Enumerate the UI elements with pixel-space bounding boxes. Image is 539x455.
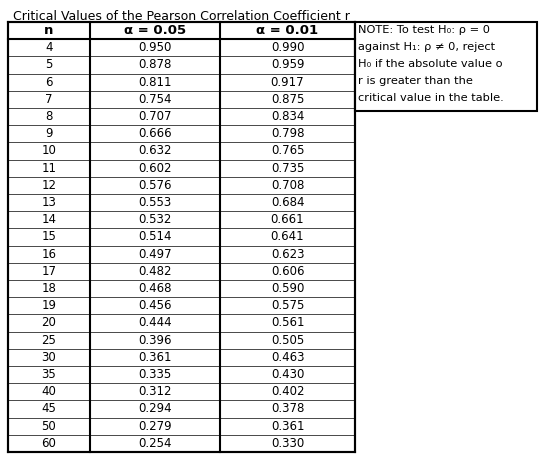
Text: 0.430: 0.430 [271, 368, 304, 381]
Text: 15: 15 [42, 231, 57, 243]
Text: 30: 30 [42, 351, 57, 364]
Text: 0.456: 0.456 [138, 299, 172, 312]
Text: 0.590: 0.590 [271, 282, 304, 295]
Text: n: n [44, 24, 54, 37]
Text: 4: 4 [45, 41, 53, 54]
Text: 0.330: 0.330 [271, 437, 304, 450]
Text: 0.463: 0.463 [271, 351, 304, 364]
Text: 35: 35 [42, 368, 57, 381]
Text: 6: 6 [45, 76, 53, 89]
Text: 16: 16 [42, 248, 57, 261]
Text: 0.606: 0.606 [271, 265, 304, 278]
Text: 25: 25 [42, 334, 57, 347]
Text: 0.378: 0.378 [271, 403, 304, 415]
Text: 10: 10 [42, 145, 57, 157]
Bar [8, 22, 355, 452]
Text: 0.482: 0.482 [138, 265, 172, 278]
Text: 20: 20 [42, 317, 57, 329]
Text: 0.666: 0.666 [138, 127, 172, 140]
Text: Critical Values of the Pearson Correlation Coefficient r: Critical Values of the Pearson Correlati… [13, 10, 350, 23]
Text: 0.623: 0.623 [271, 248, 304, 261]
Text: 0.878: 0.878 [139, 59, 172, 71]
Text: 0.497: 0.497 [138, 248, 172, 261]
Text: 0.553: 0.553 [139, 196, 171, 209]
Text: 0.335: 0.335 [139, 368, 171, 381]
Text: 14: 14 [42, 213, 57, 226]
Text: 0.402: 0.402 [271, 385, 304, 398]
Text: 7: 7 [45, 93, 53, 106]
Text: 0.468: 0.468 [138, 282, 172, 295]
Text: 0.294: 0.294 [138, 403, 172, 415]
Text: 40: 40 [42, 385, 57, 398]
Text: 0.811: 0.811 [138, 76, 172, 89]
Text: 0.361: 0.361 [271, 420, 304, 433]
Text: 0.632: 0.632 [138, 145, 172, 157]
Text: 17: 17 [42, 265, 57, 278]
Text: 0.684: 0.684 [271, 196, 304, 209]
Text: 19: 19 [42, 299, 57, 312]
Text: against H₁: ρ ≠ 0, reject: against H₁: ρ ≠ 0, reject [358, 42, 495, 52]
Text: 0.641: 0.641 [271, 231, 305, 243]
Text: 18: 18 [42, 282, 57, 295]
Text: 0.754: 0.754 [138, 93, 172, 106]
Text: 0.561: 0.561 [271, 317, 304, 329]
Text: α = 0.01: α = 0.01 [257, 24, 319, 37]
Text: 0.312: 0.312 [138, 385, 172, 398]
Text: 0.735: 0.735 [271, 162, 304, 175]
Text: 45: 45 [42, 403, 57, 415]
Text: 0.279: 0.279 [138, 420, 172, 433]
Text: 0.990: 0.990 [271, 41, 304, 54]
Text: r is greater than the: r is greater than the [358, 76, 473, 86]
Text: 0.602: 0.602 [138, 162, 172, 175]
Text: 0.798: 0.798 [271, 127, 304, 140]
Text: 60: 60 [42, 437, 57, 450]
Text: α = 0.05: α = 0.05 [124, 24, 186, 37]
Text: 0.959: 0.959 [271, 59, 304, 71]
Text: 0.708: 0.708 [271, 179, 304, 192]
Text: NOTE: To test H₀: ρ = 0: NOTE: To test H₀: ρ = 0 [358, 25, 490, 35]
Text: 50: 50 [42, 420, 57, 433]
Text: 0.254: 0.254 [138, 437, 172, 450]
Text: 0.444: 0.444 [138, 317, 172, 329]
Text: 13: 13 [42, 196, 57, 209]
Bar [355, 22, 537, 111]
Text: 0.576: 0.576 [138, 179, 172, 192]
Text: 0.707: 0.707 [138, 110, 172, 123]
Text: 0.765: 0.765 [271, 145, 304, 157]
Text: 0.575: 0.575 [271, 299, 304, 312]
Text: 0.834: 0.834 [271, 110, 304, 123]
Text: 12: 12 [42, 179, 57, 192]
Text: 8: 8 [45, 110, 53, 123]
Text: 0.917: 0.917 [271, 76, 305, 89]
Text: 0.505: 0.505 [271, 334, 304, 347]
Text: 0.875: 0.875 [271, 93, 304, 106]
Text: H₀ if the absolute value o: H₀ if the absolute value o [358, 59, 503, 69]
Text: 0.532: 0.532 [139, 213, 172, 226]
Text: 0.361: 0.361 [138, 351, 172, 364]
Text: 0.661: 0.661 [271, 213, 305, 226]
Text: 0.950: 0.950 [139, 41, 172, 54]
Text: 5: 5 [45, 59, 53, 71]
Text: 0.396: 0.396 [138, 334, 172, 347]
Text: 11: 11 [42, 162, 57, 175]
Text: critical value in the table.: critical value in the table. [358, 93, 504, 103]
Text: 0.514: 0.514 [138, 231, 172, 243]
Text: 9: 9 [45, 127, 53, 140]
